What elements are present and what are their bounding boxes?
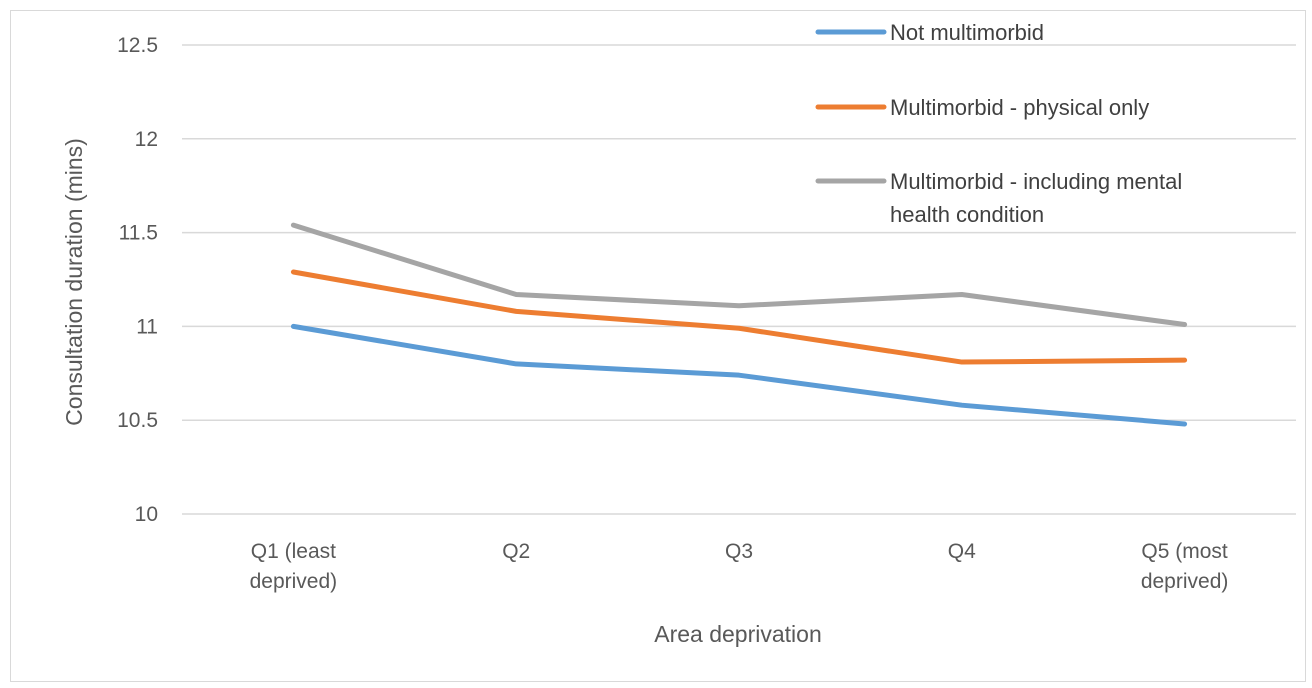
y-tick-label: 12.5 — [117, 34, 158, 57]
x-tick-label: Q4 — [948, 540, 976, 563]
series-lines — [290, 222, 1188, 427]
y-tick-label: 10 — [135, 503, 158, 526]
y-axis-tick-labels: 10 10.5 11 11.5 12 12.5 — [117, 34, 158, 526]
legend: Not multimorbid Multimorbid - physical on… — [815, 20, 1182, 227]
legend-label-1: Multimorbid - physical only — [890, 95, 1149, 120]
legend-label-2: Multimorbid - including mental health con… — [890, 169, 1182, 227]
x-tick-label: Q1 (least deprived) — [250, 540, 338, 593]
x-axis-title: Area deprivation — [654, 621, 822, 647]
y-axis-title: Consultation duration (mins) — [61, 138, 87, 426]
x-tick-label: Q2 — [502, 540, 530, 563]
legend-label-0: Not multimorbid — [890, 20, 1044, 45]
x-axis-tick-labels: Q1 (least deprived) Q2 Q3 Q4 Q5 (most deprived… — [250, 540, 1229, 593]
series-line-2 — [290, 222, 1188, 328]
y-tick-label: 11.5 — [119, 222, 158, 245]
series-line-1 — [290, 269, 1188, 365]
y-tick-label: 10.5 — [117, 409, 158, 432]
y-tick-label: 11 — [136, 315, 158, 338]
series-line-0 — [290, 323, 1188, 427]
x-tick-label: Q5 (most deprived) — [1141, 540, 1229, 593]
x-tick-label: Q3 — [725, 540, 753, 563]
y-tick-label: 12 — [135, 128, 158, 151]
chart-frame — [10, 10, 1306, 682]
